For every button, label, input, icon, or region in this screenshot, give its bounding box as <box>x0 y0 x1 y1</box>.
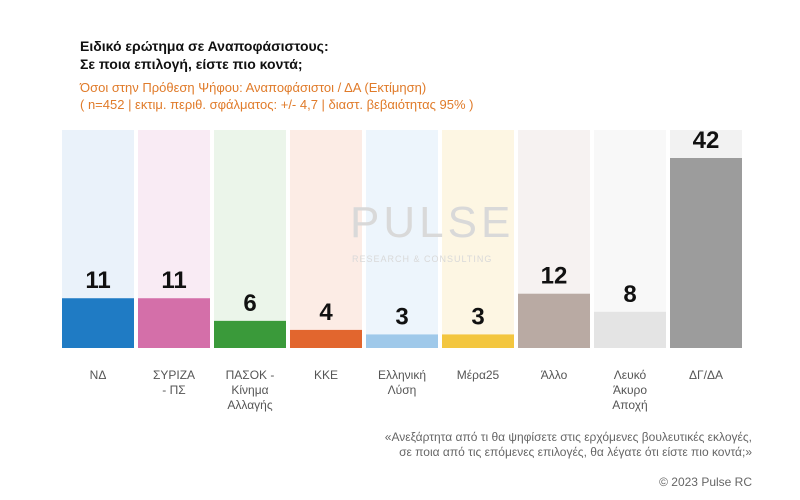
column-background <box>594 130 666 348</box>
value-label: 42 <box>693 127 720 154</box>
column-background <box>290 130 362 348</box>
footnote: «Ανεξάρτητα από τι θα ψηφίσετε στις ερχό… <box>384 430 752 444</box>
bar <box>366 334 438 348</box>
column-background <box>366 130 438 348</box>
bar <box>670 158 742 348</box>
category-label: ΣΥΡΙΖΑ - ΠΣ <box>152 368 196 397</box>
value-label: 11 <box>161 267 186 294</box>
category-label: Άλλο <box>540 368 568 382</box>
value-label: 6 <box>243 290 256 317</box>
category-label: Ελληνική Λύση <box>377 368 427 397</box>
column-background <box>214 130 286 348</box>
subtitle: Όσοι στην Πρόθεση Ψήφου: Αναποφάσιστοι /… <box>80 80 427 95</box>
footnote: σε ποια από τις επόμενες επιλογές, θα λέ… <box>399 445 752 459</box>
value-label: 3 <box>471 303 484 330</box>
bar <box>518 293 590 348</box>
value-label: 12 <box>541 263 568 290</box>
value-label: 11 <box>85 267 110 294</box>
category-label: ΠΑΣΟΚ - Κίνημα Αλλαγής <box>225 368 275 412</box>
category-label: ΚΚΕ <box>313 368 338 382</box>
bar <box>214 320 286 348</box>
bar <box>442 334 514 348</box>
value-label: 4 <box>319 299 333 326</box>
bar <box>62 298 134 348</box>
subtitle: ( n=452 | εκτιμ. περιθ. σφάλματος: +/- 4… <box>80 97 474 112</box>
category-label: ΔΓ/ΔΑ <box>689 368 723 382</box>
category-label: Μέρα25 <box>456 368 500 382</box>
category-label: Λευκό Άκυρο Αποχή <box>612 368 648 412</box>
bar <box>594 311 666 348</box>
value-label: 3 <box>395 303 408 330</box>
watermark: PULSE <box>350 198 515 247</box>
value-label: 8 <box>623 281 636 308</box>
copyright: © 2023 Pulse RC <box>659 475 752 489</box>
watermark: RESEARCH & CONSULTING <box>352 254 493 264</box>
bar <box>290 329 362 348</box>
title: Σε ποια επιλογή, είστε πιο κοντά; <box>80 56 303 72</box>
category-label: ΝΔ <box>89 368 107 382</box>
column-background <box>442 130 514 348</box>
bar <box>138 298 210 348</box>
title: Ειδικό ερώτημα σε Αναποφάσιστους: <box>80 38 329 54</box>
